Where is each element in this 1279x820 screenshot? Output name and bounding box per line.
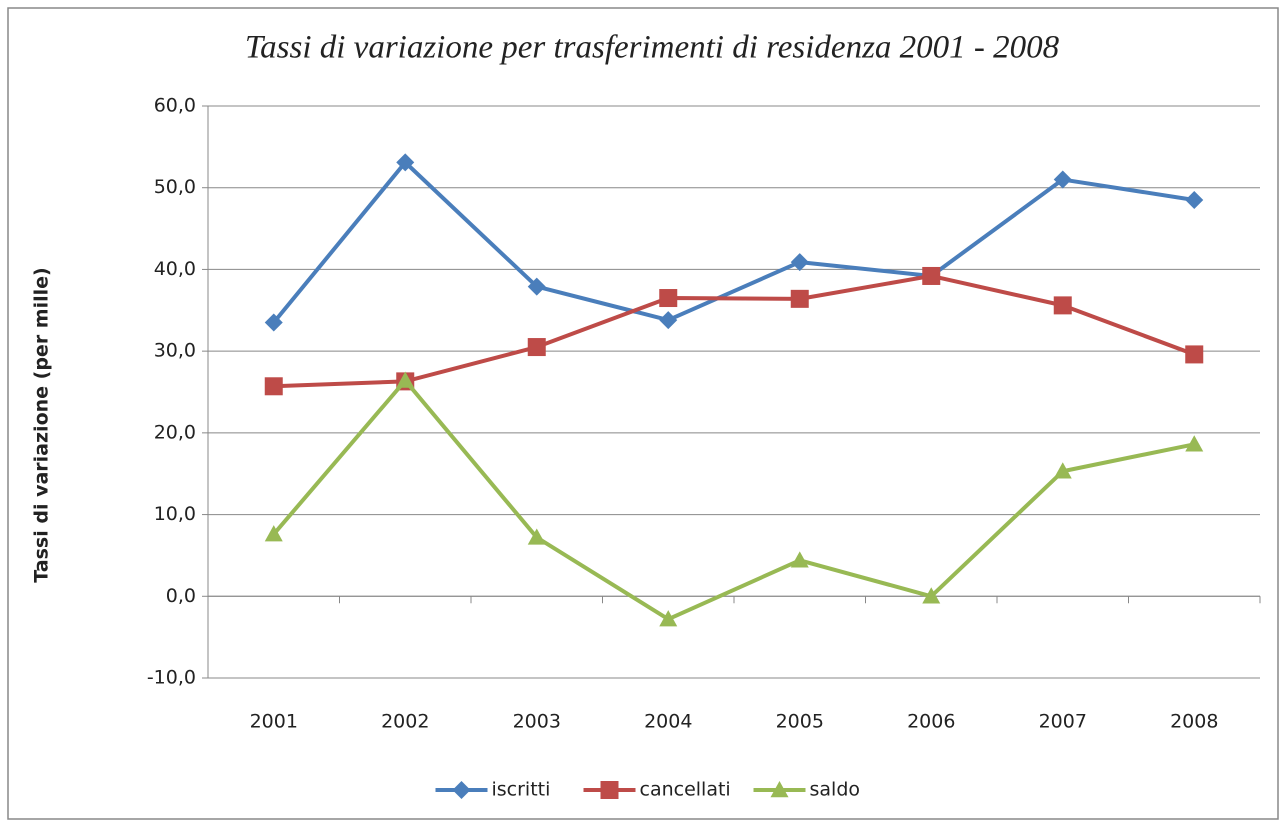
marker — [600, 781, 619, 799]
y-tick-label: 10,0 — [154, 503, 196, 525]
marker — [659, 610, 678, 627]
series-line — [272, 160, 1195, 324]
marker — [527, 528, 546, 545]
marker — [1185, 190, 1204, 209]
marker — [264, 525, 283, 542]
marker — [527, 277, 546, 296]
x-tick-label: 2003 — [513, 711, 561, 733]
marker — [922, 587, 941, 604]
marker — [1053, 462, 1072, 479]
legend-label: iscritti — [492, 779, 551, 801]
x-tick-label: 2006 — [907, 711, 955, 733]
marker — [264, 313, 283, 332]
marker — [452, 781, 471, 799]
marker — [264, 377, 283, 396]
y-tick-label: 20,0 — [154, 421, 196, 443]
marker — [396, 153, 415, 172]
y-tick-label: 50,0 — [154, 176, 196, 198]
series-line — [273, 273, 1195, 389]
marker — [396, 371, 415, 388]
x-tick-label: 2007 — [1039, 711, 1087, 733]
series-line — [272, 378, 1195, 622]
marker — [790, 551, 809, 568]
x-tick-label: 2001 — [250, 711, 298, 733]
y-tick-label: 30,0 — [154, 340, 196, 362]
marker — [659, 289, 678, 308]
legend-label: saldo — [810, 779, 861, 801]
y-axis-label: Tassi di variazione (per mille) — [31, 267, 53, 582]
chart-title: Tassi di variazione per trasferimenti di… — [245, 30, 1060, 66]
marker — [1053, 170, 1072, 189]
marker — [790, 253, 809, 272]
marker — [659, 311, 678, 330]
marker — [527, 338, 546, 357]
marker — [1185, 435, 1204, 452]
x-tick-label: 2005 — [776, 711, 824, 733]
x-tick-label: 2004 — [644, 711, 692, 733]
marker — [790, 289, 809, 308]
chart-frame — [7, 7, 1279, 820]
x-tick-label: 2008 — [1170, 711, 1218, 733]
y-tick-label: 60,0 — [154, 95, 196, 117]
marker — [1053, 296, 1072, 315]
y-tick-label: 40,0 — [154, 258, 196, 280]
marker — [770, 781, 789, 798]
y-tick-label: 0,0 — [166, 585, 196, 607]
marker — [1185, 345, 1204, 364]
marker — [922, 266, 941, 285]
x-tick-label: 2002 — [381, 711, 429, 733]
legend-label: cancellati — [640, 779, 731, 801]
y-tick-label: -10,0 — [147, 667, 196, 689]
